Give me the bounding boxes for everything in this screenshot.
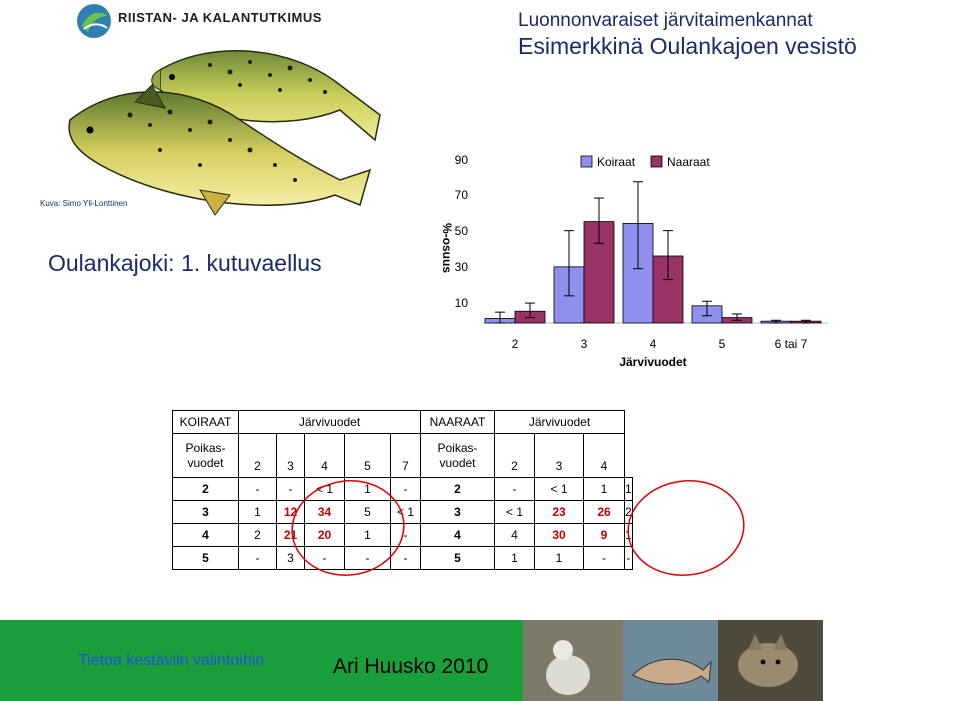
- x-tick-label: 3: [581, 337, 588, 351]
- table-cell: 1: [583, 477, 625, 501]
- koiraat-col-head: 4: [304, 433, 345, 478]
- table-cell: -: [494, 477, 535, 501]
- table-cell: < 1: [534, 477, 584, 501]
- table-cell: 23: [534, 500, 584, 524]
- naaraat-jarvivuodet-header: Järvivuodet: [494, 410, 625, 434]
- footer-link[interactable]: Tietoa kestäviin valintoihin: [78, 652, 265, 669]
- x-tick-label: 2: [512, 337, 519, 351]
- table-subheader-row: Poikas-vuodet 2 3 4 5 7 Poikas-vuodet 2 …: [172, 433, 633, 478]
- table-header-row: KOIRAAT Järvivuodet NAARAAT Järvivuodet: [172, 410, 633, 434]
- table-cell: 4: [494, 523, 535, 547]
- table-cell: -: [390, 477, 421, 501]
- y-tick-label: 10: [455, 296, 469, 310]
- table-cell: 2: [624, 500, 633, 524]
- koiraat-col-head: 5: [344, 433, 391, 478]
- table-cell: 2: [172, 477, 239, 501]
- naaraat-col-head: 4: [583, 433, 625, 478]
- table-cell: 1: [534, 546, 584, 570]
- chart-area: 90 70 50 30 10 %-osuus 2 3 4 5 6 tai 7 Järvivuodet K…: [413, 140, 843, 392]
- table-cell: -: [583, 546, 625, 570]
- koiraat-col-head: 3: [276, 433, 305, 478]
- table-cell: -: [344, 546, 391, 570]
- table-cell: < 1: [494, 500, 535, 524]
- slide-subtitle: Oulankajoki: 1. kutuvaellus: [48, 250, 322, 276]
- page-title-line1: Luonnonvaraiset järvitaimenkannat: [518, 10, 813, 31]
- bar-naaraat-1: [583, 221, 615, 324]
- table-cell: 5: [344, 500, 391, 524]
- legend-label: Koiraat: [597, 155, 636, 169]
- table-cell: 3: [420, 500, 495, 524]
- table-cell: < 1: [390, 500, 421, 524]
- bar-chart: 90 70 50 30 10 %-osuus 2 3 4 5 6 tai 7 Järvivuodet K…: [440, 153, 828, 369]
- table-cell: < 1: [304, 477, 345, 501]
- footer-author: Ari Huusko 2010: [333, 655, 489, 678]
- naaraat-col-head: 3: [534, 433, 584, 478]
- y-axis-label: %-osuus: [440, 223, 454, 273]
- footer-photo-collage: [523, 620, 823, 701]
- table-cell: -: [238, 546, 277, 570]
- naaraat-header: NAARAAT: [420, 410, 495, 434]
- table-cell: 30: [534, 523, 584, 547]
- table-cell: 1: [494, 546, 535, 570]
- table-cell: 5: [172, 546, 239, 570]
- table-cell: 1: [238, 500, 277, 524]
- y-tick-label: 50: [455, 224, 469, 238]
- koiraat-header: KOIRAAT: [172, 410, 239, 434]
- koiraat-col-head: 2: [238, 433, 277, 478]
- logo-text: RIISTAN- JA KALANTUTKIMUS: [118, 10, 322, 25]
- legend-label: Naaraat: [667, 155, 710, 169]
- logo-icon: [77, 4, 111, 38]
- table-cell: 9: [583, 523, 625, 547]
- table-cell: 1: [344, 523, 391, 547]
- table-row: 4 2 21 20 1-4 4 30 9 1: [172, 523, 633, 547]
- koiraat-col-head: 7: [390, 433, 421, 478]
- table-cell: -: [624, 546, 633, 570]
- x-tick-label: 5: [719, 337, 726, 351]
- y-tick-label: 90: [455, 153, 469, 167]
- footer-bar: [0, 620, 523, 701]
- table-cell: -: [304, 546, 345, 570]
- legend-swatch-naaraat: [650, 155, 663, 168]
- poikasvuodet-label: Poikas-vuodet: [172, 433, 239, 478]
- y-tick-label: 70: [455, 188, 469, 202]
- table-row: 3 1 12 34 5 < 1 3 < 1 23 26 2: [172, 500, 633, 524]
- legend-swatch-koiraat: [580, 155, 593, 168]
- table-cell: -: [238, 477, 277, 501]
- illustration-credit: Kuva: Simo Yli-Lonttinen: [40, 199, 128, 208]
- table-cell: -: [390, 523, 421, 547]
- table-cell: 1: [344, 477, 391, 501]
- table-cell: 26: [583, 500, 625, 524]
- table-cell: 1: [624, 523, 633, 547]
- table-cell: 4: [172, 523, 239, 547]
- table-cell: 12: [276, 500, 305, 524]
- table-cell: 21: [276, 523, 305, 547]
- table-cell: 2: [420, 477, 495, 501]
- table-cell: 2: [238, 523, 277, 547]
- koiraat-jarvivuodet-header: Järvivuodet: [238, 410, 421, 434]
- table-cell: -: [276, 477, 305, 501]
- table-cell: -: [390, 546, 421, 570]
- data-table: KOIRAAT Järvivuodet NAARAAT Järvivuodet …: [172, 410, 633, 570]
- table-cell: 3: [276, 546, 305, 570]
- poikasvuodet-label-naaraat: Poikas-vuodet: [420, 433, 495, 478]
- y-tick-label: 30: [455, 260, 469, 274]
- x-tick-label: 6 tai 7: [775, 337, 808, 351]
- naaraat-col-head: 2: [494, 433, 535, 478]
- table-cell: 3: [172, 500, 239, 524]
- table-cell: 34: [304, 500, 345, 524]
- table-cell: 1: [624, 477, 633, 501]
- table-cell: 4: [420, 523, 495, 547]
- trout-illustration: [68, 50, 381, 216]
- page-title-line2: Esimerkkinä Oulankajoen vesistö: [518, 33, 857, 59]
- table-cell: 20: [304, 523, 345, 547]
- x-tick-label: 4: [650, 337, 657, 351]
- x-axis-label: Järvivuodet: [619, 355, 686, 369]
- highlight-ellipse-naaraat: [627, 480, 745, 576]
- table-cell: 5: [420, 546, 495, 570]
